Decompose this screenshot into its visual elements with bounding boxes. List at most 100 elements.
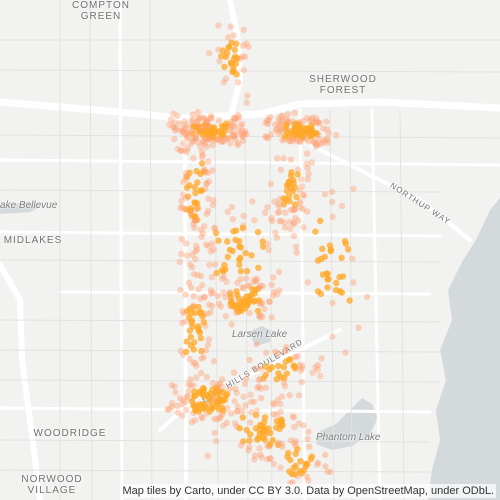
density-point [188, 319, 195, 326]
density-point [227, 126, 234, 134]
density-point [231, 132, 238, 139]
density-point [280, 363, 287, 371]
density-point [164, 406, 171, 413]
density-point [215, 46, 222, 53]
density-point [187, 382, 194, 389]
density-point [277, 464, 284, 471]
density-point [309, 114, 316, 121]
density-point [282, 196, 289, 204]
density-point [206, 398, 214, 405]
density-point [243, 375, 250, 382]
density-point [268, 281, 275, 288]
density-point [184, 128, 191, 136]
density-point [291, 201, 299, 208]
density-point [195, 122, 202, 130]
density-point [177, 204, 184, 212]
density-point [207, 114, 214, 122]
density-point [251, 456, 258, 463]
density-point [203, 143, 210, 150]
density-point [171, 383, 178, 390]
density-point [257, 385, 265, 392]
density-point [241, 131, 248, 138]
density-point [198, 233, 205, 241]
density-point [209, 379, 217, 387]
density-point [305, 170, 312, 177]
density-point [321, 253, 328, 261]
density-point [193, 134, 200, 142]
density-point [295, 217, 302, 224]
density-point [181, 205, 188, 213]
density-point [197, 401, 204, 408]
density-point [221, 396, 229, 403]
density-point [203, 180, 210, 187]
density-point [204, 392, 211, 399]
density-point [181, 124, 188, 131]
density-point [327, 247, 334, 255]
place-label-norwood-village: NORWOOD VILLAGE [21, 474, 83, 496]
density-point [250, 278, 257, 285]
density-point [220, 273, 228, 280]
density-point [285, 132, 293, 140]
density-point [310, 139, 318, 146]
density-point [215, 22, 222, 29]
density-point [254, 384, 261, 391]
density-point [183, 206, 190, 213]
density-point [292, 214, 299, 222]
density-point [224, 238, 231, 245]
density-point [236, 243, 243, 250]
density-point [240, 393, 247, 400]
density-point [177, 347, 184, 355]
west-water [0, 202, 42, 214]
density-point [243, 293, 250, 300]
density-point [275, 200, 282, 208]
density-point [180, 140, 187, 147]
density-point [254, 285, 262, 292]
density-point [180, 178, 187, 186]
density-point [231, 55, 238, 63]
density-point [194, 118, 202, 125]
density-point [237, 268, 244, 275]
density-point [268, 314, 275, 321]
density-point [240, 438, 247, 445]
density-point [290, 221, 298, 228]
density-point [205, 158, 212, 165]
density-point [303, 160, 310, 167]
density-point [203, 122, 210, 130]
density-point [291, 363, 298, 370]
density-point [298, 176, 305, 183]
density-point [191, 388, 198, 395]
density-point [272, 126, 280, 134]
density-point [239, 127, 246, 134]
density-point [271, 348, 279, 355]
density-point [314, 459, 322, 466]
density-point [232, 420, 239, 427]
density-point [255, 376, 263, 384]
density-point [190, 134, 198, 141]
density-point [314, 257, 322, 264]
density-point [283, 126, 290, 134]
density-point [194, 179, 201, 186]
density-point [270, 460, 278, 468]
density-point [236, 55, 244, 62]
density-point [304, 279, 312, 286]
density-point [338, 254, 345, 262]
density-point [185, 381, 192, 388]
density-point [179, 308, 186, 315]
density-point [278, 112, 285, 120]
place-label-compton: COMPTON GREEN [72, 0, 130, 22]
density-point [294, 353, 301, 360]
density-point [202, 122, 209, 129]
density-point [204, 119, 211, 126]
density-point [299, 191, 307, 198]
density-point [190, 302, 197, 309]
density-point [204, 341, 212, 349]
density-point [168, 403, 176, 410]
density-point [329, 188, 336, 196]
density-point [231, 114, 238, 122]
density-point [215, 300, 223, 307]
density-point [282, 209, 289, 216]
density-point [239, 53, 246, 60]
density-point [243, 298, 250, 305]
